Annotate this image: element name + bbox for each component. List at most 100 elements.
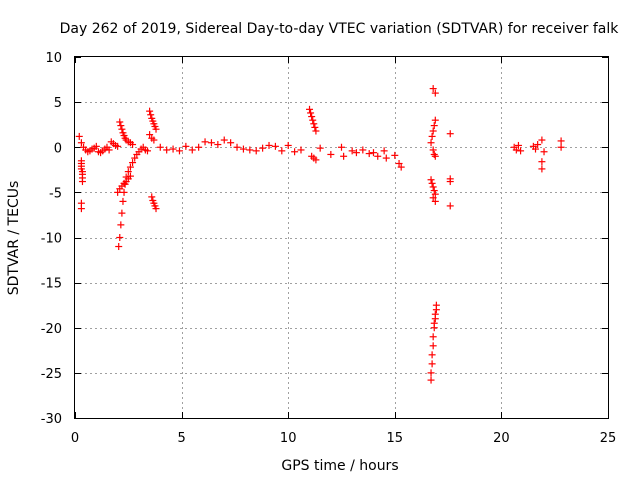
data-point — [428, 132, 436, 140]
data-point — [430, 319, 438, 327]
plot-frame — [74, 56, 609, 419]
data-point — [340, 152, 348, 160]
data-point — [119, 197, 127, 205]
data-point — [352, 149, 360, 157]
data-point — [431, 152, 439, 160]
x-tick-label: 25 — [600, 431, 617, 446]
x-tick-label: 0 — [71, 431, 79, 446]
data-point — [307, 109, 315, 117]
data-point — [118, 209, 126, 217]
data-point — [77, 139, 85, 147]
data-point — [348, 147, 356, 155]
data-points-layer — [75, 85, 565, 384]
data-point — [126, 172, 134, 180]
data-point — [233, 143, 241, 151]
data-point — [312, 156, 320, 164]
data-point — [557, 137, 565, 145]
data-point — [374, 152, 382, 160]
data-point — [77, 205, 85, 213]
grid-layer — [75, 57, 608, 418]
data-point — [446, 202, 454, 210]
data-point — [395, 159, 403, 167]
y-tick-label: -20 — [41, 322, 62, 337]
data-point — [124, 168, 132, 176]
data-point — [118, 125, 126, 133]
y-tick-label: 5 — [54, 96, 62, 111]
data-point — [310, 120, 318, 128]
data-point — [430, 150, 438, 158]
data-point — [131, 154, 139, 162]
data-point — [126, 163, 134, 171]
x-tick-labels: 0 5 10 15 20 25 — [71, 431, 616, 446]
data-point — [308, 113, 316, 121]
data-point — [429, 127, 437, 135]
data-point — [188, 146, 196, 154]
data-point — [429, 183, 437, 191]
data-point — [431, 89, 439, 97]
tick-layer — [75, 57, 609, 419]
data-point — [429, 85, 437, 93]
data-point — [152, 125, 160, 133]
data-point — [246, 146, 254, 154]
data-point — [429, 342, 437, 350]
data-point — [391, 151, 399, 159]
data-point — [92, 142, 100, 150]
data-point — [430, 187, 438, 195]
data-point — [220, 136, 228, 144]
data-point — [397, 163, 405, 171]
data-point — [514, 141, 522, 149]
data-point — [359, 146, 367, 154]
data-point — [432, 301, 440, 309]
data-point — [429, 146, 437, 154]
data-point — [427, 139, 435, 147]
data-point — [538, 158, 546, 166]
data-point — [512, 146, 520, 154]
data-point — [540, 148, 548, 156]
data-point — [306, 105, 314, 113]
data-point — [369, 149, 377, 157]
data-point — [446, 178, 454, 186]
data-point — [428, 360, 436, 368]
y-tick-label: 0 — [54, 141, 62, 156]
data-point — [114, 142, 122, 150]
data-point — [129, 159, 137, 167]
data-point — [538, 136, 546, 144]
data-point — [278, 147, 286, 155]
data-point — [557, 143, 565, 151]
chart-title: Day 262 of 2019, Sidereal Day-to-day VTE… — [60, 21, 620, 37]
data-point — [239, 145, 247, 153]
data-point — [259, 144, 267, 152]
data-point — [175, 147, 183, 155]
data-point — [316, 144, 324, 152]
data-point — [382, 154, 390, 162]
data-point — [430, 122, 438, 130]
y-tick-label: -15 — [41, 277, 62, 292]
data-point — [207, 139, 215, 147]
data-point — [227, 139, 235, 147]
data-point — [114, 188, 122, 196]
data-point — [291, 148, 299, 156]
data-point — [182, 142, 190, 150]
data-point — [532, 145, 540, 153]
data-point — [163, 146, 171, 154]
data-point — [120, 188, 128, 196]
data-point — [429, 333, 437, 341]
x-tick-label: 20 — [493, 431, 510, 446]
data-point — [146, 107, 154, 115]
data-point — [129, 141, 137, 149]
data-point — [431, 190, 439, 198]
data-point — [538, 165, 546, 173]
y-tick-label: -10 — [41, 232, 62, 247]
data-point — [338, 143, 345, 151]
data-point — [201, 138, 209, 146]
data-point — [156, 143, 164, 151]
x-axis-title: GPS time / hours — [281, 458, 398, 474]
data-point — [446, 130, 454, 138]
data-point — [297, 146, 305, 154]
data-point — [431, 197, 439, 205]
x-tick-label: 15 — [387, 431, 404, 446]
data-point — [195, 143, 203, 151]
data-point — [116, 234, 124, 241]
data-point — [146, 131, 154, 139]
